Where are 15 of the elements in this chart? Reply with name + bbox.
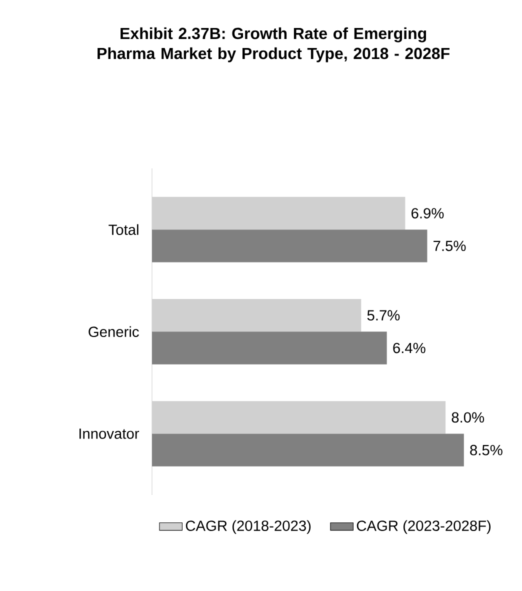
data-label: 5.7% [367, 310, 400, 320]
bar [152, 230, 428, 262]
data-label: 6.9% [412, 208, 444, 218]
y-tick-label: Innovator [79, 428, 140, 439]
legend-label: CAGR (2018-2023) [186, 520, 311, 534]
data-label: 7.5% [434, 240, 466, 252]
legend-label: CAGR (2023-2028F) [356, 520, 491, 534]
bar [152, 332, 387, 364]
data-label: 6.4% [393, 342, 426, 354]
y-tick-label: Total [108, 224, 138, 235]
data-label: 8.5% [470, 444, 502, 456]
chart-title: Exhibit 2.37B: Growth Rate of Emerging Pharma Market by Product Type, 2018 - 2028F [98, 27, 450, 62]
y-tick-label: Generic [88, 326, 139, 338]
bar [152, 434, 464, 466]
data-label: 8.0% [452, 412, 484, 423]
